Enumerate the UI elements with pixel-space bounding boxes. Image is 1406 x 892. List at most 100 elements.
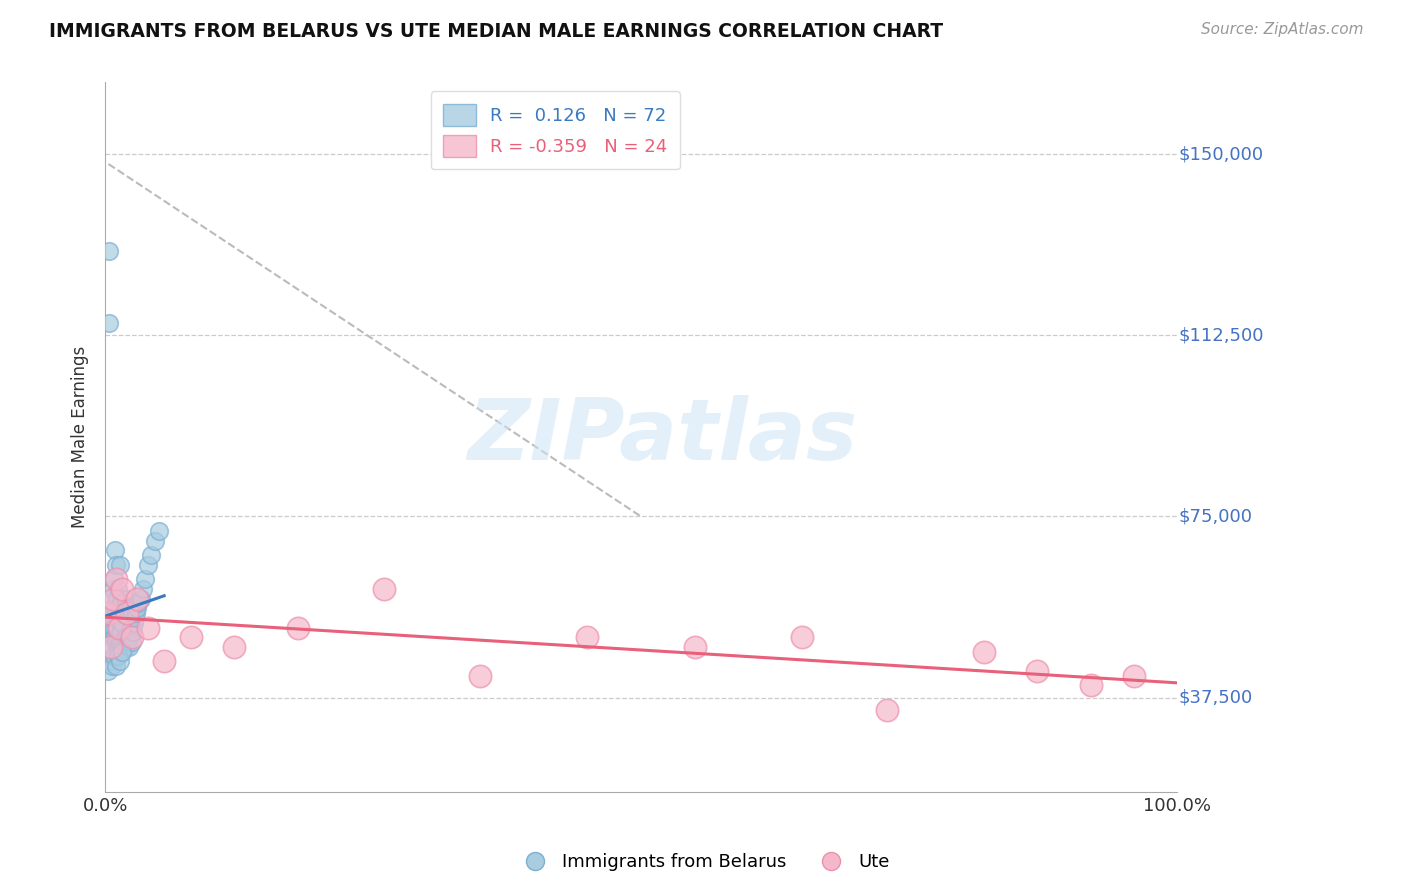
Point <box>470 669 492 683</box>
Point <box>287 621 309 635</box>
Point <box>111 645 134 659</box>
Point <box>104 543 127 558</box>
Point <box>129 591 152 606</box>
Point <box>107 611 129 625</box>
Point <box>105 591 128 606</box>
Point <box>127 596 149 610</box>
Point <box>1122 669 1144 683</box>
Point <box>104 615 127 630</box>
Point <box>118 640 141 654</box>
Point <box>104 635 127 649</box>
Point <box>136 558 159 572</box>
Point <box>114 630 136 644</box>
Point <box>103 649 125 664</box>
Text: ZIPatlas: ZIPatlas <box>467 395 858 478</box>
Point <box>100 591 122 606</box>
Point <box>114 591 136 606</box>
Point <box>98 316 121 330</box>
Point <box>132 582 155 596</box>
Point <box>180 630 202 644</box>
Y-axis label: Median Male Earnings: Median Male Earnings <box>72 346 89 528</box>
Point <box>104 558 127 572</box>
Point <box>101 611 124 625</box>
Text: IMMIGRANTS FROM BELARUS VS UTE MEDIAN MALE EARNINGS CORRELATION CHART: IMMIGRANTS FROM BELARUS VS UTE MEDIAN MA… <box>49 22 943 41</box>
Point <box>100 640 122 654</box>
Point <box>683 640 706 654</box>
Point <box>136 621 159 635</box>
Point <box>107 582 129 596</box>
Point <box>112 606 135 620</box>
Point <box>576 630 599 644</box>
Point <box>876 703 898 717</box>
Point <box>100 640 122 654</box>
Point <box>110 654 132 668</box>
Point <box>108 606 131 620</box>
Point <box>111 615 134 630</box>
Point <box>111 582 134 596</box>
Point <box>98 654 121 668</box>
Text: $75,000: $75,000 <box>1178 508 1253 525</box>
Point <box>118 601 141 615</box>
Point <box>100 659 122 673</box>
Point <box>153 654 176 668</box>
Point <box>134 572 156 586</box>
Point <box>100 621 122 635</box>
Point <box>101 582 124 596</box>
Text: $150,000: $150,000 <box>1178 145 1264 163</box>
Point <box>125 606 148 620</box>
Point <box>103 621 125 635</box>
Point <box>101 630 124 644</box>
Point <box>104 630 127 644</box>
Point <box>96 621 118 635</box>
Point <box>114 640 136 654</box>
Point <box>141 548 163 562</box>
Point <box>143 533 166 548</box>
Point <box>110 625 132 640</box>
Point <box>104 601 127 615</box>
Legend: Immigrants from Belarus, Ute: Immigrants from Belarus, Ute <box>509 847 897 879</box>
Point <box>108 640 131 654</box>
Point <box>103 572 125 586</box>
Point <box>1026 664 1049 678</box>
Point <box>104 572 127 586</box>
Point <box>110 645 132 659</box>
Point <box>110 596 132 610</box>
Legend: R =  0.126   N = 72, R = -0.359   N = 24: R = 0.126 N = 72, R = -0.359 N = 24 <box>430 91 681 169</box>
Point <box>117 635 139 649</box>
Point <box>373 582 395 596</box>
Point <box>973 645 995 659</box>
Point <box>118 611 141 625</box>
Point <box>104 659 127 673</box>
Point <box>122 625 145 640</box>
Text: $112,500: $112,500 <box>1178 326 1264 344</box>
Point <box>101 591 124 606</box>
Point <box>97 606 120 620</box>
Point <box>1080 678 1102 692</box>
Point <box>105 640 128 654</box>
Point <box>112 640 135 654</box>
Point <box>118 630 141 644</box>
Point <box>110 558 132 572</box>
Point <box>110 635 132 649</box>
Point <box>120 621 142 635</box>
Point <box>105 621 128 635</box>
Point <box>108 621 131 635</box>
Point <box>124 611 146 625</box>
Point <box>122 615 145 630</box>
Point <box>121 630 143 644</box>
Point <box>110 615 132 630</box>
Point <box>148 524 170 538</box>
Point <box>114 601 136 615</box>
Point <box>107 630 129 644</box>
Text: $37,500: $37,500 <box>1178 689 1253 706</box>
Point <box>107 649 129 664</box>
Point <box>115 606 138 620</box>
Text: Source: ZipAtlas.com: Source: ZipAtlas.com <box>1201 22 1364 37</box>
Point <box>121 635 143 649</box>
Point <box>100 606 122 620</box>
Point <box>97 664 120 678</box>
Point <box>115 601 138 615</box>
Point <box>121 606 143 620</box>
Point <box>98 244 121 258</box>
Point <box>222 640 245 654</box>
